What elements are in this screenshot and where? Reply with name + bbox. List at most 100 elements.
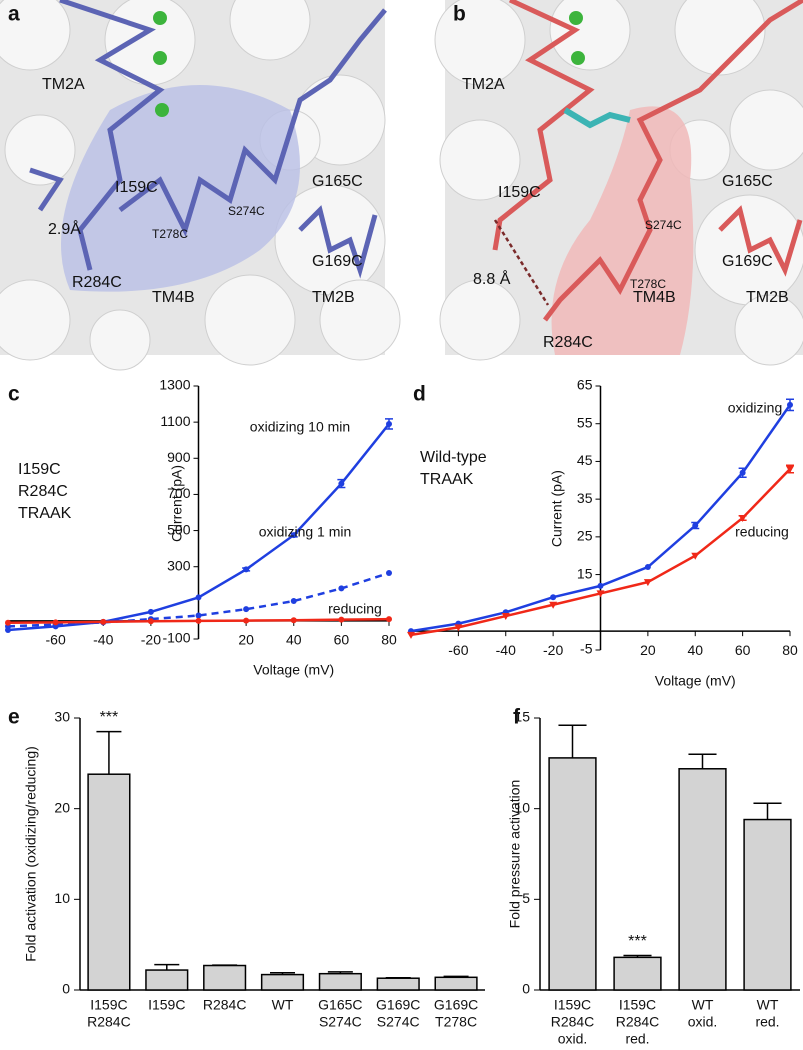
y-tick-label: 700	[167, 485, 191, 501]
y-tick-label: 10	[514, 799, 530, 815]
series-label: oxidizing 1 min	[259, 524, 352, 540]
point	[5, 619, 11, 626]
y-tick-label: 300	[167, 557, 191, 573]
x-tick-label: 40	[286, 632, 302, 648]
x-tick-label: 60	[334, 632, 350, 648]
x-tick-label: oxid.	[688, 1014, 718, 1030]
point	[407, 631, 415, 639]
point	[386, 570, 392, 577]
x-tick-label: 80	[381, 632, 397, 648]
point	[692, 522, 699, 529]
point	[549, 601, 558, 609]
point	[195, 617, 202, 624]
structure-label: 8.8 Å	[473, 269, 511, 288]
y-tick-label: 1300	[159, 377, 190, 393]
bar	[613, 956, 662, 991]
structure-label: T278C	[630, 277, 666, 291]
panel-label: a	[8, 3, 20, 26]
point	[739, 469, 746, 476]
point	[338, 616, 345, 623]
point	[386, 616, 392, 623]
point	[195, 612, 202, 619]
x-tick-label: 40	[687, 642, 703, 658]
y-tick-label: 5	[522, 890, 530, 906]
point	[147, 608, 154, 615]
series-label: oxidizing 10 min	[250, 419, 350, 435]
y-tick-label: 35	[577, 490, 593, 506]
series-label: reducing	[735, 524, 789, 540]
structure-label: S274C	[228, 204, 265, 218]
structure-label: G169C	[312, 253, 363, 270]
structure-label: S274C	[645, 218, 682, 232]
x-tick-label: T278C	[435, 1014, 477, 1030]
y-tick-label: 1100	[160, 413, 190, 429]
condition-label: R284C	[18, 483, 68, 500]
bar	[376, 977, 420, 991]
x-tick-label: WT	[272, 997, 294, 1013]
structure-label: I159C	[115, 179, 158, 196]
y-tick-label: 25	[577, 528, 593, 544]
x-tick-label: I159C	[554, 997, 591, 1013]
x-tick-label: -40	[93, 632, 113, 648]
panel-label: e	[8, 706, 20, 729]
structure-a	[0, 0, 401, 371]
error-bar	[96, 730, 122, 775]
x-tick-label: -20	[543, 642, 563, 658]
point	[691, 552, 700, 560]
x-tick-label: 80	[782, 642, 798, 658]
structure-label: G165C	[312, 173, 363, 190]
y-tick-label: 15	[514, 709, 530, 725]
panel-label: d	[413, 383, 426, 406]
condition-label: I159C	[18, 461, 61, 478]
annotation: ***	[100, 709, 119, 726]
structure-label: R284C	[72, 274, 122, 291]
x-tick-label: S274C	[377, 1014, 420, 1030]
condition-label: Wild-type	[420, 449, 487, 466]
point	[596, 590, 605, 598]
point	[454, 624, 463, 632]
x-tick-label: -60	[448, 642, 468, 658]
panel-label: c	[8, 383, 20, 406]
point	[290, 617, 297, 624]
point	[738, 515, 747, 522]
x-tick-label: G169C	[376, 997, 420, 1013]
structure-label: G169C	[722, 253, 773, 270]
x-tick-label: WT	[692, 997, 714, 1013]
x-tick-label: -60	[46, 632, 66, 648]
y-axis-label: Current (pA)	[169, 465, 185, 542]
x-tick-label: R284C	[616, 1014, 660, 1030]
x-tick-label: red.	[625, 1031, 649, 1047]
y-tick-label: -100	[162, 630, 190, 646]
y-tick-label: 10	[54, 890, 70, 906]
x-tick-label: I159C	[90, 997, 127, 1013]
annotation: ***	[628, 933, 647, 950]
x-tick-label: -20	[141, 632, 161, 648]
y-tick-label: 45	[577, 452, 593, 468]
structure-label: TM2A	[462, 76, 505, 93]
y-axis-label: Current (pA)	[549, 470, 565, 547]
y-tick-label: 20	[54, 799, 70, 815]
point	[100, 618, 107, 625]
x-tick-label: I159C	[148, 997, 185, 1013]
x-tick-label: G165C	[318, 997, 362, 1013]
y-tick-label: 500	[167, 521, 191, 537]
x-tick-label: red.	[755, 1014, 779, 1030]
structure-label: R284C	[543, 334, 593, 351]
error-bar	[558, 724, 587, 758]
condition-label: TRAAK	[18, 505, 72, 522]
point	[290, 598, 297, 605]
structure-label: TM2B	[746, 289, 789, 306]
point	[501, 613, 510, 621]
y-axis-label: Fold activation (oxidizing/reducing)	[23, 746, 39, 962]
y-tick-label: 0	[62, 981, 70, 997]
y-tick-label: 900	[167, 449, 191, 465]
bar	[145, 969, 189, 991]
point	[386, 420, 392, 427]
point	[338, 480, 345, 487]
point	[787, 401, 793, 408]
y-tick-label: 30	[54, 709, 70, 725]
bar	[203, 964, 247, 991]
structure-label: I159C	[498, 184, 541, 201]
point	[52, 619, 59, 626]
